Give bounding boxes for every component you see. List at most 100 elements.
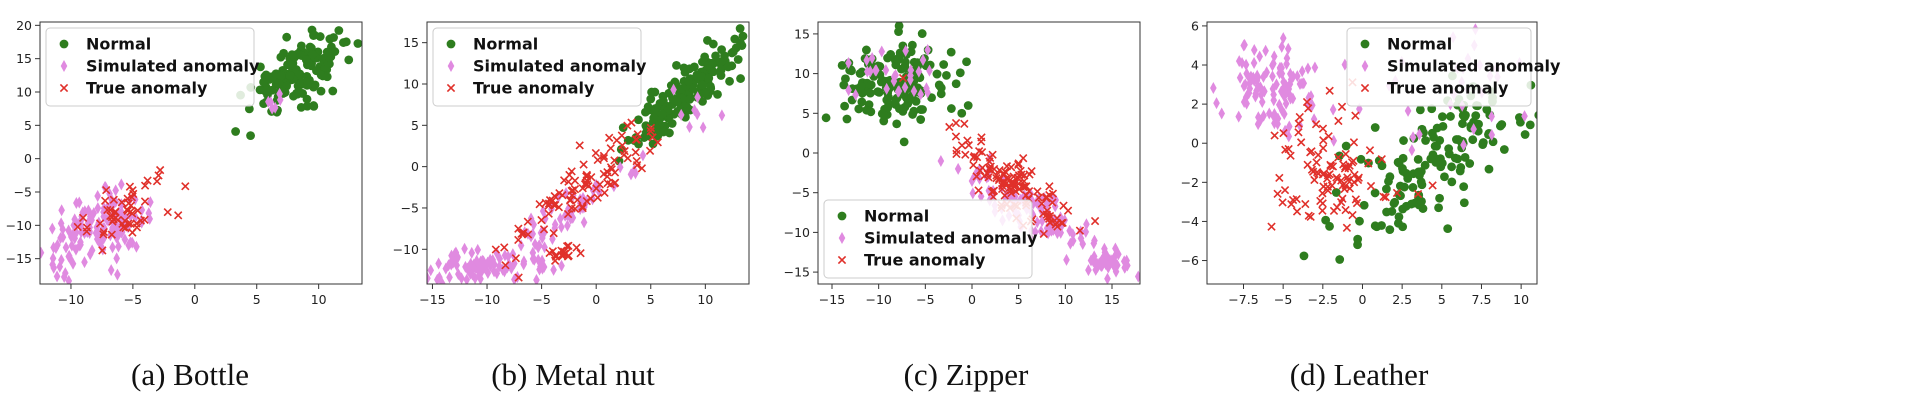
- simulated-anomaly-point: [977, 190, 985, 203]
- simulated-anomaly-point: [1241, 38, 1248, 51]
- true-anomaly-point: [1328, 162, 1338, 171]
- y-tick-label: 15: [794, 26, 810, 41]
- simulated-anomaly-point: [540, 260, 548, 273]
- normal-point: [301, 55, 311, 65]
- normal-point: [1421, 136, 1430, 145]
- true-anomaly-point: [610, 156, 619, 165]
- normal-point: [634, 139, 643, 149]
- normal-point: [659, 127, 668, 137]
- normal-point: [727, 48, 737, 58]
- normal-point: [883, 53, 892, 63]
- caption-leather: (d) Leather: [1289, 357, 1429, 392]
- y-tick-label: −10: [6, 218, 32, 233]
- true-anomaly-point: [174, 211, 183, 220]
- simulated-anomaly-point: [413, 269, 420, 281]
- true-anomaly-point: [1014, 159, 1023, 168]
- true-anomaly-point: [1323, 186, 1333, 195]
- simulated-anomaly-point: [670, 83, 677, 96]
- normal-point: [736, 38, 745, 48]
- true-anomaly-point: [1296, 138, 1306, 147]
- x-tick-label: 7.5: [1472, 292, 1492, 307]
- simulated-anomaly-point: [458, 272, 465, 284]
- true-anomaly-point: [544, 199, 554, 208]
- true-anomaly-point: [125, 182, 135, 191]
- normal-point: [334, 26, 344, 35]
- true-anomaly-point: [1323, 174, 1332, 183]
- normal-point: [1460, 153, 1470, 162]
- simulated-anomaly-point: [580, 216, 588, 229]
- legend-label-normal: Normal: [473, 35, 538, 54]
- simulated-anomaly-point: [937, 155, 945, 168]
- true-anomaly-point: [1000, 191, 1009, 200]
- true-anomaly-point: [566, 195, 575, 204]
- normal-point: [1515, 113, 1524, 122]
- simulated-anomaly-point: [58, 253, 65, 266]
- legend-marker-simulated-anomaly: [447, 60, 455, 72]
- simulated-anomaly-point: [114, 268, 121, 281]
- simulated-anomaly-point: [852, 88, 859, 101]
- y-tick-label: −15: [6, 251, 32, 266]
- simulated-anomaly-point: [1097, 260, 1105, 273]
- true-anomaly-point: [1318, 124, 1328, 133]
- simulated-anomaly-point: [1273, 78, 1280, 91]
- simulated-anomaly-point: [433, 273, 441, 284]
- simulated-anomaly-point: [1310, 113, 1318, 126]
- normal-point: [670, 77, 680, 87]
- simulated-anomaly-point: [115, 240, 122, 253]
- simulated-anomaly-point: [541, 241, 548, 254]
- simulated-anomaly-point: [40, 246, 45, 259]
- simulated-anomaly-point: [969, 187, 977, 200]
- true-anomaly-point: [578, 184, 587, 193]
- simulated-anomaly-point: [1311, 61, 1319, 74]
- true-anomaly-point: [575, 141, 584, 150]
- true-anomaly-point: [537, 215, 546, 225]
- simulated-anomaly-point: [894, 85, 902, 98]
- true-anomaly-point: [1045, 218, 1055, 228]
- true-anomaly-point: [1311, 120, 1321, 129]
- simulated-anomaly-point: [1087, 254, 1095, 267]
- true-anomaly-point: [1341, 205, 1350, 215]
- true-anomaly-point: [1343, 175, 1353, 185]
- true-anomaly-point: [554, 202, 564, 212]
- normal-point: [322, 72, 332, 82]
- legend-marker-true-anomaly: [1360, 83, 1370, 93]
- legend-label-simulated-anomaly: Simulated anomaly: [864, 229, 1038, 248]
- x-tick-label: 10: [1513, 292, 1529, 307]
- simulated-anomaly-point: [1082, 225, 1090, 238]
- simulated-anomaly-point: [686, 120, 693, 133]
- true-anomaly-point: [945, 122, 954, 132]
- normal-point: [752, 25, 761, 34]
- plot-frame: [39, 21, 363, 285]
- simulated-anomaly-point: [1090, 237, 1098, 250]
- normal-point: [309, 101, 319, 111]
- x-tick-label: 10: [1057, 292, 1073, 307]
- true-anomaly-point: [1267, 222, 1276, 231]
- y-tick-label: −10: [784, 225, 810, 240]
- normal-point: [1408, 183, 1418, 192]
- simulated-anomaly-point: [627, 168, 635, 181]
- true-anomaly-point: [549, 228, 558, 238]
- true-anomaly-point: [1312, 158, 1321, 167]
- normal-point: [1459, 182, 1469, 192]
- simulated-anomaly-point: [121, 233, 129, 246]
- true-anomaly-point: [985, 165, 994, 174]
- true-anomaly-point: [95, 219, 105, 228]
- true-anomaly-point: [523, 217, 532, 226]
- normal-point: [1325, 221, 1334, 231]
- true-anomaly-point: [1306, 212, 1315, 221]
- true-anomaly-point: [1334, 116, 1343, 126]
- simulated-anomaly-point: [558, 221, 565, 234]
- normal-point: [344, 55, 354, 65]
- simulated-anomaly-point: [1294, 70, 1301, 83]
- normal-point: [698, 80, 707, 90]
- normal-point: [1434, 203, 1443, 213]
- normal-point: [302, 80, 312, 90]
- true-anomaly-point: [1007, 178, 1016, 188]
- legend-marker-normal: [837, 211, 847, 221]
- normal-point: [1453, 135, 1463, 144]
- true-anomaly-point: [539, 225, 549, 234]
- true-anomaly-point: [140, 181, 150, 190]
- legend-marker-simulated-anomaly: [1361, 60, 1369, 72]
- true-anomaly-point: [1392, 188, 1402, 198]
- simulated-anomaly-point: [1044, 196, 1052, 209]
